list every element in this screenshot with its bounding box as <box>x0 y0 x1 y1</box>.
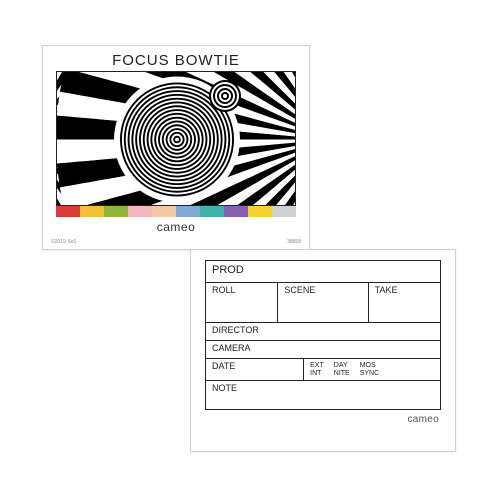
color-swatch <box>176 206 200 217</box>
flag-sync: SYNC <box>360 370 379 378</box>
flag-int: INT <box>310 370 324 378</box>
field-scene: SCENE <box>284 286 361 296</box>
color-bar <box>56 206 296 217</box>
field-roll: ROLL <box>212 286 271 296</box>
flag-ext: EXT <box>310 362 324 370</box>
color-swatch <box>104 206 128 217</box>
flag-nite: NITE <box>334 370 350 378</box>
chart-title: FOCUS BOWTIE <box>43 46 309 71</box>
color-swatch <box>272 206 296 217</box>
front-corner-right: 38858 <box>287 239 301 245</box>
focus-chart-svg <box>57 72 296 206</box>
field-director: DIRECTOR <box>212 326 434 336</box>
field-note: NOTE <box>212 384 434 394</box>
flag-day: DAY <box>334 362 350 370</box>
slate-grid: PROD ROLL SCENE TAKE DIRECTOR CAMERA DAT… <box>205 260 441 410</box>
color-swatch <box>152 206 176 217</box>
color-swatch <box>56 206 80 217</box>
focus-chart <box>56 71 296 206</box>
field-prod: PROD <box>212 264 434 276</box>
field-date: DATE <box>212 362 297 372</box>
front-brand-label: cameo <box>43 217 309 234</box>
color-swatch <box>200 206 224 217</box>
field-flags: EXT INT DAY NITE MOS SYNC <box>310 362 434 378</box>
color-swatch <box>224 206 248 217</box>
color-swatch <box>248 206 272 217</box>
focus-chart-card: FOCUS BOWTIE cameo ©2019 SxS 38858 <box>42 45 310 250</box>
color-swatch <box>80 206 104 217</box>
slate-card: PROD ROLL SCENE TAKE DIRECTOR CAMERA DAT… <box>190 249 456 452</box>
field-take: TAKE <box>375 286 434 296</box>
color-swatch <box>128 206 152 217</box>
front-corner-left: ©2019 SxS <box>51 239 76 245</box>
back-brand-label: cameo <box>205 410 441 425</box>
flag-mos: MOS <box>360 362 379 370</box>
field-camera: CAMERA <box>212 344 434 354</box>
